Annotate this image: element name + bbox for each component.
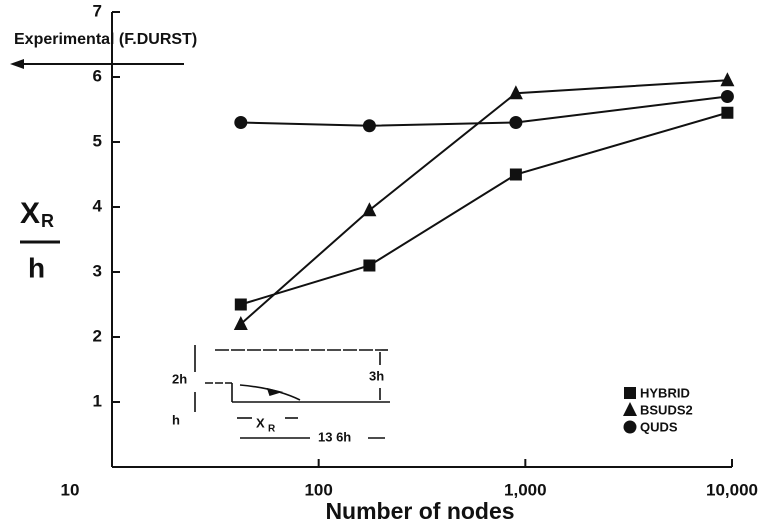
series-line <box>240 111 728 306</box>
data-point <box>362 202 377 217</box>
inset-label: X <box>256 415 265 430</box>
reference-label: Experimental (F.DURST) <box>14 31 197 48</box>
data-point <box>509 168 522 181</box>
y-tick-label: 3 <box>93 261 102 280</box>
legend-marker <box>624 387 636 399</box>
data-point <box>362 119 376 133</box>
data-point <box>720 72 735 87</box>
inset-label: 2h <box>172 371 187 386</box>
data-point <box>720 90 734 103</box>
y-label: h <box>28 252 45 283</box>
data-point <box>508 85 523 100</box>
series-line <box>240 95 728 127</box>
x-tick-label: 1,000 <box>504 480 547 499</box>
legend-label: HYBRID <box>640 385 690 400</box>
legend-marker <box>623 420 637 434</box>
inset-label: h <box>172 412 180 427</box>
data-point <box>509 116 523 129</box>
x-tick-label: 100 <box>304 480 332 499</box>
y-label: R <box>41 211 54 231</box>
x-tick-label: 10 <box>61 480 80 499</box>
y-tick-label: 7 <box>93 1 102 20</box>
legend-label: BSUDS2 <box>640 402 693 417</box>
inset-diagram <box>194 345 390 439</box>
inset-label: 3h <box>369 368 384 383</box>
inset-label: R <box>268 424 276 435</box>
y-tick-label: 6 <box>93 66 102 85</box>
legend-marker <box>623 402 637 416</box>
y-tick-label: 1 <box>93 391 102 410</box>
inset-label: 13 6h <box>318 429 351 444</box>
data-point <box>721 106 734 119</box>
data-point <box>363 259 376 272</box>
legend-label: QUDS <box>640 419 678 434</box>
data-point <box>234 298 247 311</box>
x-label: Number of nodes <box>325 498 514 524</box>
y-label: X <box>20 197 40 230</box>
y-tick-label: 4 <box>93 196 103 215</box>
series-line <box>240 79 728 325</box>
y-tick-label: 2 <box>93 326 102 345</box>
data-point <box>234 116 248 129</box>
data-point <box>233 316 248 330</box>
y-tick-label: 5 <box>93 131 102 150</box>
x-tick-label: 10,000 <box>706 480 758 499</box>
reference-arrowhead <box>10 59 24 69</box>
